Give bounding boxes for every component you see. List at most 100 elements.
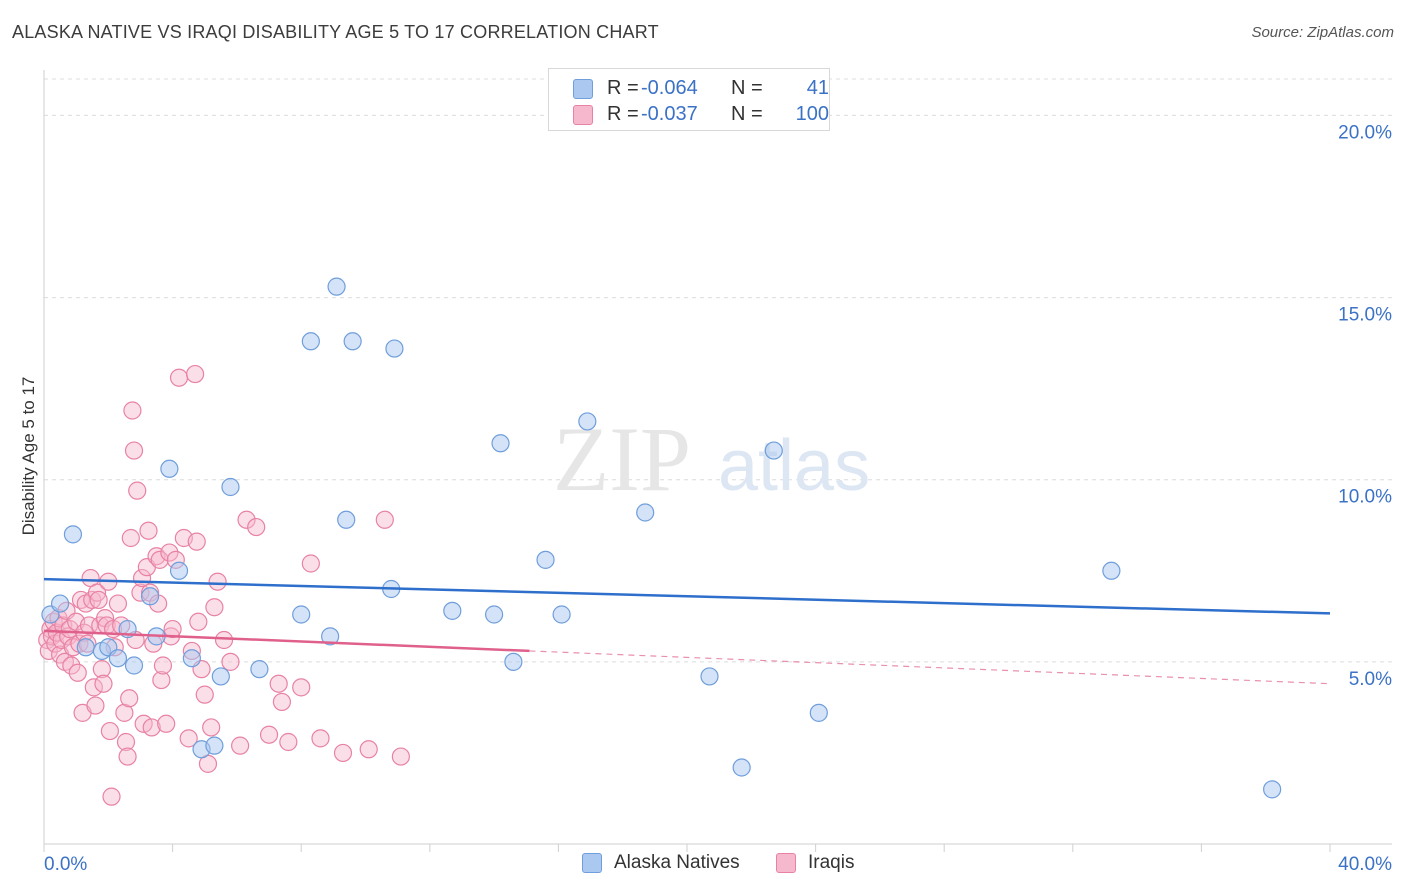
iraqis-point: [189, 612, 208, 631]
iraqis-point: [89, 590, 108, 610]
legend-r-label: R =: [607, 103, 639, 125]
iraqis-point: [247, 517, 266, 537]
iraqis-point: [163, 619, 182, 639]
alaska-natives-point: [76, 638, 95, 657]
iraqis-point: [87, 583, 107, 602]
legend-swatch-blue: [573, 79, 593, 99]
alaska-natives-point: [160, 459, 179, 478]
iraqis-trend-line: [43, 629, 530, 653]
iraqis-trend-extension: [529, 650, 1331, 685]
iraqis-point: [214, 630, 234, 650]
watermark-zip: ZIP: [553, 408, 691, 510]
legend-n-label: N =: [731, 103, 763, 125]
y-axis-label: Disability Age 5 to 17: [19, 377, 38, 536]
alaska-natives-point: [636, 503, 655, 522]
alaska-natives-point: [124, 656, 144, 675]
alaska-natives-point: [385, 339, 404, 358]
iraqis-point: [272, 692, 292, 712]
alaska-natives-point: [536, 550, 555, 569]
x-tick-label: 40.0%: [1338, 854, 1392, 875]
y-tick-label: 20.0%: [1338, 122, 1392, 143]
legend-n-label: N =: [731, 77, 763, 99]
iraqis-point: [195, 685, 214, 704]
alaska-natives-point: [140, 587, 160, 606]
y-tick-label: 15.0%: [1338, 305, 1392, 326]
iraqis-point: [100, 721, 120, 741]
alaska-natives-points: [41, 277, 1282, 799]
iraqis-point: [128, 481, 147, 500]
alaska-natives-point: [250, 660, 269, 679]
iraqis-point: [116, 732, 136, 752]
iraqis-point: [333, 743, 353, 763]
iraqis-point: [153, 656, 173, 675]
alaska-natives-point: [443, 601, 462, 620]
iraqis-point: [124, 441, 144, 460]
iraqis-point: [237, 510, 256, 529]
iraqis-points: [38, 364, 410, 806]
iraqis-point: [118, 747, 137, 766]
alaska-natives-point: [1102, 561, 1121, 580]
iraqis-point: [375, 510, 394, 529]
iraqis-point: [205, 598, 224, 617]
iraqis-point: [152, 670, 171, 690]
iraqis-point: [231, 736, 250, 755]
iraqis-point: [92, 660, 111, 679]
alaska-natives-point: [50, 594, 70, 613]
alaska-natives-point: [182, 649, 201, 668]
alaska-natives-point: [292, 605, 311, 624]
iraqis-point: [94, 674, 113, 693]
iraqis-point: [179, 729, 198, 748]
trend-lines: [43, 577, 1331, 685]
iraqis-point: [39, 641, 58, 661]
series-swatch-blue: [582, 853, 602, 873]
alaska-natives-point: [337, 510, 356, 529]
iraqis-point: [160, 543, 179, 562]
iraqis-point: [292, 678, 311, 697]
alaska-natives-point: [301, 332, 320, 351]
iraqis-point: [86, 696, 105, 715]
iraqis-point: [108, 594, 128, 613]
iraqis-point: [269, 674, 288, 693]
alaska-natives-point: [211, 667, 230, 686]
alaska-natives-point: [764, 441, 783, 460]
alaska-natives-point: [809, 703, 828, 722]
correlation-legend: R = -0.064 N = 41 R = -0.037 N = 100: [548, 68, 830, 131]
series-label: Alaska Natives: [614, 852, 740, 873]
alaska-natives-point: [491, 434, 510, 453]
iraqis-point: [259, 725, 279, 744]
legend-swatch-pink: [573, 105, 593, 125]
alaska-natives-point: [327, 277, 346, 296]
alaska-natives-point: [343, 332, 362, 351]
legend-row-iraqis: R = -0.037 N = 100: [573, 103, 829, 127]
legend-n-value: 100: [795, 103, 829, 125]
series-swatch-pink: [776, 853, 796, 873]
watermark: ZIP atlas: [553, 408, 870, 510]
iraqis-point: [139, 521, 158, 540]
alaska-natives-point: [1263, 780, 1282, 799]
alaska-natives-point: [552, 605, 571, 624]
alaska-natives-point: [63, 525, 83, 544]
watermark-atlas: atlas: [718, 426, 870, 506]
alaska-natives-point: [169, 561, 189, 580]
alaska-natives-point: [504, 652, 523, 671]
series-label: Iraqis: [808, 852, 855, 873]
alaska-natives-point: [108, 649, 128, 668]
alaska-natives-point: [578, 412, 597, 431]
iraqis-point: [123, 401, 142, 420]
alaska-natives-point: [221, 477, 240, 497]
iraqis-point: [359, 740, 378, 759]
iraqis-point: [150, 550, 169, 569]
x-tick-label: 0.0%: [44, 854, 87, 875]
alaska-natives-point: [700, 667, 719, 686]
source-label: Source: ZipAtlas.com: [1251, 24, 1394, 41]
axes: [43, 70, 1392, 852]
iraqis-point: [311, 729, 330, 748]
series-legend: Alaska Natives Iraqis: [0, 850, 1406, 878]
legend-n-value: 41: [806, 77, 829, 99]
iraqis-point: [391, 747, 410, 766]
alaska-natives-trend-line: [43, 577, 1331, 615]
y-tick-label: 5.0%: [1349, 669, 1392, 690]
iraqis-point: [62, 656, 81, 675]
iraqis-point: [84, 678, 103, 697]
chart-title: ALASKA NATIVE VS IRAQI DISABILITY AGE 5 …: [12, 22, 659, 42]
